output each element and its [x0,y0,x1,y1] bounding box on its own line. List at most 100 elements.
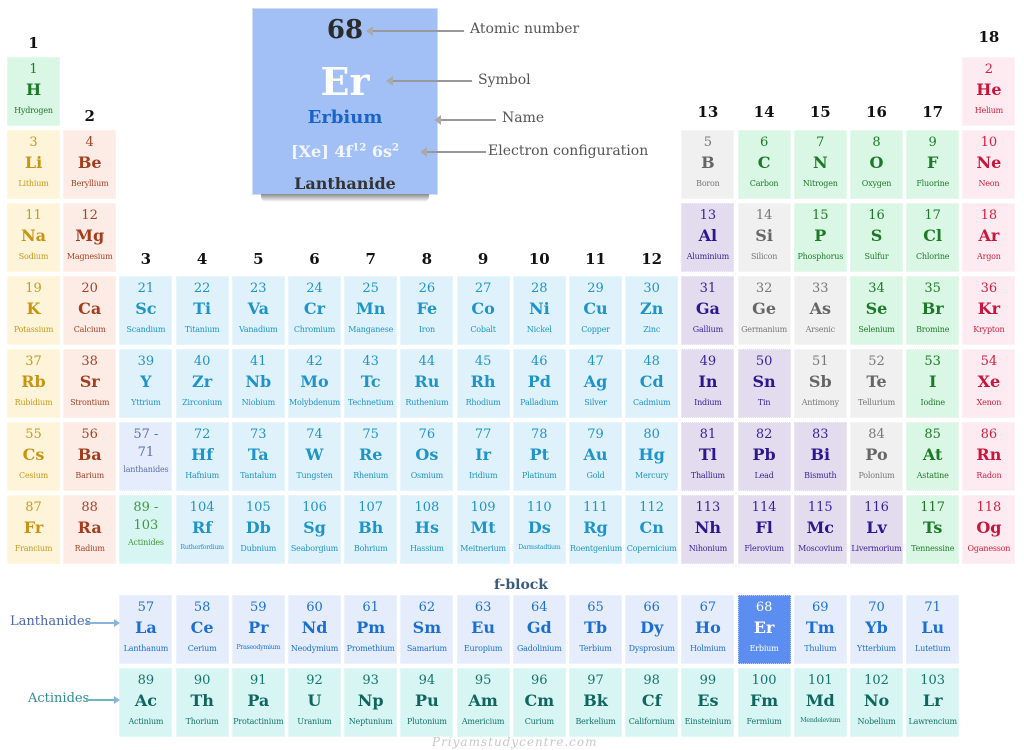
element-cell-fl[interactable]: 114 Fl Flerovium [737,495,791,564]
element-cell-cd[interactable]: 48 Cd Cadmium [625,349,679,418]
element-cell-dy[interactable]: 66 Dy Dysprosium [625,595,679,664]
element-cell-hs[interactable]: 108 Hs Hassium [400,495,454,564]
element-cell-u[interactable]: 92 U Uranium [288,668,341,737]
element-cell-rh[interactable]: 45 Rh Rhodium [456,349,510,418]
element-cell-rf[interactable]: 104 Rf Rutherfordium [175,495,229,564]
element-cell-mt[interactable]: 109 Mt Meitnerium [456,495,510,564]
element-cell-ds[interactable]: 110 Ds Darmstadtium [512,495,566,564]
element-cell-pt[interactable]: 78 Pt Platinum [512,422,566,491]
element-cell-na[interactable]: 11 Na Sodium [7,203,60,272]
element-cell-th[interactable]: 90 Th Thorium [175,668,229,737]
element-cell-lr[interactable]: 103 Lr Lawrencium [906,668,960,737]
element-cell-tb[interactable]: 65 Tb Terbium [569,595,622,664]
element-cell-mc[interactable]: 115 Mc Moscovium [793,495,847,564]
element-cell-cs[interactable]: 55 Cs Cesium [7,422,60,491]
element-cell-tc[interactable]: 43 Tc Technetium [344,349,398,418]
element-cell-zn[interactable]: 30 Zn Zinc [625,276,679,345]
element-cell-cn[interactable]: 112 Cn Copernicium [625,495,679,564]
element-cell-eu[interactable]: 63 Eu Europium [456,595,510,664]
element-cell-at[interactable]: 85 At Astatine [906,422,960,491]
element-cell-og[interactable]: 118 Og Oganesson [962,495,1016,564]
element-range-cell[interactable]: 57 - 71 lanthanides [119,422,173,491]
element-cell-nh[interactable]: 113 Nh Nihonium [681,495,735,564]
element-cell-k[interactable]: 19 K Potassium [7,276,60,345]
element-cell-ra[interactable]: 88 Ra Radium [63,495,117,564]
element-cell-rn[interactable]: 86 Rn Radon [962,422,1016,491]
element-cell-ag[interactable]: 47 Ag Silver [569,349,622,418]
element-cell-cr[interactable]: 24 Cr Chromium [288,276,341,345]
element-cell-db[interactable]: 105 Db Dubnium [231,495,285,564]
element-cell-no[interactable]: 102 No Nobelium [850,668,903,737]
element-cell-he[interactable]: 2 He Helium [962,57,1016,126]
element-cell-pu[interactable]: 94 Pu Plutonium [400,668,454,737]
element-range-cell[interactable]: 89 - 103 Actinides [119,495,173,564]
element-cell-fm[interactable]: 100 Fm Fermium [737,668,791,737]
element-cell-bh[interactable]: 107 Bh Bohrium [344,495,398,564]
element-cell-sg[interactable]: 106 Sg Seaborgium [288,495,341,564]
element-cell-es[interactable]: 99 Es Einsteinium [681,668,735,737]
element-cell-s[interactable]: 16 S Sulfur [850,203,903,272]
element-cell-ho[interactable]: 67 Ho Holmium [681,595,735,664]
element-cell-bi[interactable]: 83 Bi Bismuth [793,422,847,491]
element-cell-md[interactable]: 101 Md Mendelevium [793,668,847,737]
element-cell-c[interactable]: 6 C Carbon [737,130,791,199]
element-cell-ca[interactable]: 20 Ca Calcium [63,276,117,345]
element-cell-ar[interactable]: 18 Ar Argon [962,203,1016,272]
element-cell-in[interactable]: 49 In Indium [681,349,735,418]
element-cell-ts[interactable]: 117 Ts Tennessine [906,495,960,564]
element-cell-am[interactable]: 95 Am Americium [456,668,510,737]
element-cell-si[interactable]: 14 Si Silicon [737,203,791,272]
element-cell-va[interactable]: 23 Va Vanadium [231,276,285,345]
element-cell-f[interactable]: 9 F Fluorine [906,130,960,199]
element-cell-ac[interactable]: 89 Ac Actinium [119,668,173,737]
element-cell-nd[interactable]: 60 Nd Neodymium [288,595,341,664]
element-cell-kr[interactable]: 36 Kr Krypton [962,276,1016,345]
element-cell-mn[interactable]: 25 Mn Manganese [344,276,398,345]
element-cell-al[interactable]: 13 Al Aluminium [681,203,735,272]
element-cell-y[interactable]: 39 Y Yttrium [119,349,173,418]
element-cell-re[interactable]: 75 Re Rhenium [344,422,398,491]
element-cell-ne[interactable]: 10 Ne Neon [962,130,1016,199]
element-cell-tl[interactable]: 81 Tl Thallium [681,422,735,491]
element-cell-rb[interactable]: 37 Rb Rubidium [7,349,60,418]
element-cell-co[interactable]: 27 Co Cobalt [456,276,510,345]
element-cell-sc[interactable]: 21 Sc Scandium [119,276,173,345]
element-cell-fr[interactable]: 87 Fr Francium [7,495,60,564]
element-cell-pd[interactable]: 46 Pd Palladium [512,349,566,418]
element-cell-ta[interactable]: 73 Ta Tantalum [231,422,285,491]
element-cell-lu[interactable]: 71 Lu Lutetium [906,595,960,664]
element-cell-i[interactable]: 53 I Iodine [906,349,960,418]
element-cell-zr[interactable]: 40 Zr Zirconium [175,349,229,418]
element-cell-br[interactable]: 35 Br Bromine [906,276,960,345]
element-cell-yb[interactable]: 70 Yb Ytterbium [850,595,903,664]
element-cell-p[interactable]: 15 P Phosphorus [793,203,847,272]
element-cell-po[interactable]: 84 Po Polonium [850,422,903,491]
element-cell-ir[interactable]: 77 Ir Iridium [456,422,510,491]
element-cell-sm[interactable]: 62 Sm Samarium [400,595,454,664]
element-cell-te[interactable]: 52 Te Tellurium [850,349,903,418]
element-cell-au[interactable]: 79 Au Gold [569,422,622,491]
element-cell-ge[interactable]: 32 Ge Germanium [737,276,791,345]
element-cell-xe[interactable]: 54 Xe Xenon [962,349,1016,418]
element-cell-nb[interactable]: 41 Nb Niobium [231,349,285,418]
element-cell-be[interactable]: 4 Be Beryllium [63,130,117,199]
element-cell-os[interactable]: 76 Os Osmium [400,422,454,491]
element-cell-sb[interactable]: 51 Sb Antimony [793,349,847,418]
element-cell-ru[interactable]: 44 Ru Ruthenium [400,349,454,418]
element-cell-cm[interactable]: 96 Cm Curium [512,668,566,737]
element-cell-ti[interactable]: 22 Ti Titanium [175,276,229,345]
element-cell-o[interactable]: 8 O Oxygen [850,130,903,199]
element-cell-ga[interactable]: 31 Ga Gallium [681,276,735,345]
element-cell-as[interactable]: 33 As Arsenic [793,276,847,345]
element-cell-cu[interactable]: 29 Cu Copper [569,276,622,345]
element-cell-cf[interactable]: 98 Cf Californium [625,668,679,737]
element-cell-pm[interactable]: 61 Pm Promethium [344,595,398,664]
element-cell-hf[interactable]: 72 Hf Hafnium [175,422,229,491]
element-cell-pb[interactable]: 82 Pb Lead [737,422,791,491]
element-cell-pa[interactable]: 91 Pa Protactinium [231,668,285,737]
element-cell-se[interactable]: 34 Se Selenium [850,276,903,345]
element-cell-rg[interactable]: 111 Rg Roentgenium [569,495,622,564]
element-cell-sr[interactable]: 38 Sr Strontium [63,349,117,418]
element-cell-la[interactable]: 57 La Lanthanum [119,595,173,664]
element-cell-np[interactable]: 93 Np Neptunium [344,668,398,737]
